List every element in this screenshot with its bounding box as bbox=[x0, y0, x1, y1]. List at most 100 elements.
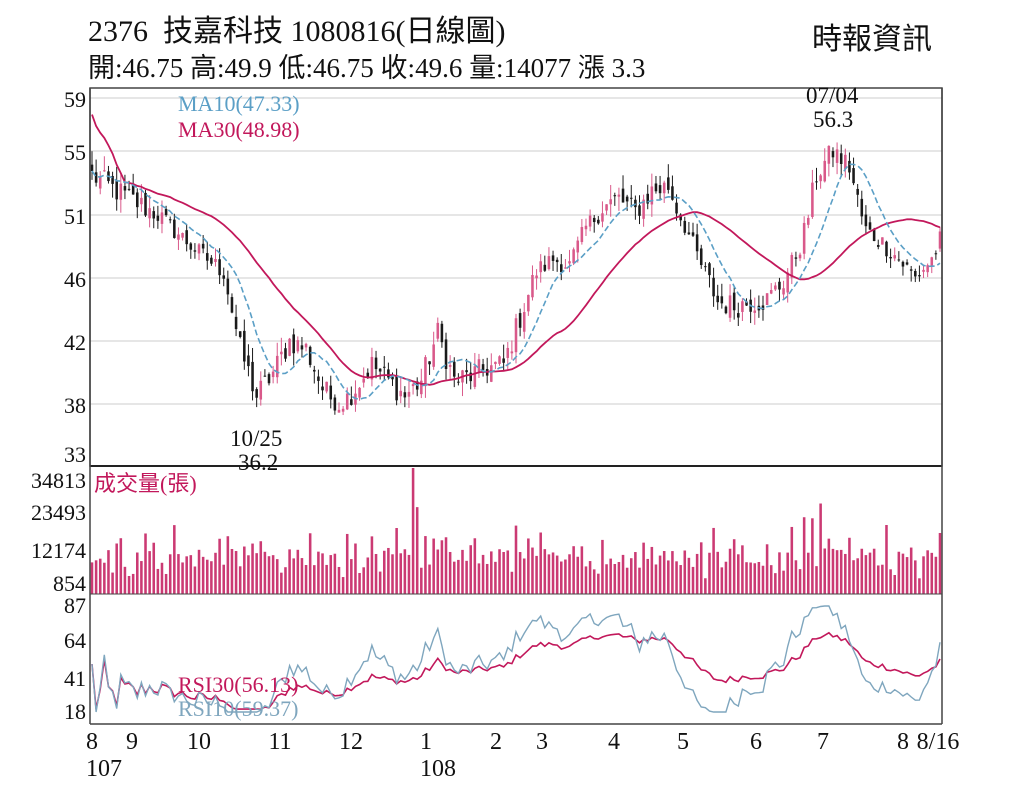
volume-bar bbox=[555, 555, 559, 594]
candle-body bbox=[876, 245, 880, 247]
volume-bar bbox=[152, 542, 156, 594]
volume-bar bbox=[535, 555, 538, 594]
legend-ma10-name: MA10 bbox=[178, 91, 235, 116]
candle-body bbox=[148, 208, 151, 219]
volume-bar bbox=[94, 560, 98, 594]
candle-body bbox=[897, 259, 901, 261]
volume-bar bbox=[115, 543, 118, 594]
candle-body bbox=[440, 323, 444, 343]
volume-bar bbox=[300, 558, 304, 594]
volume-bar bbox=[226, 536, 230, 594]
volume-bar bbox=[568, 554, 571, 594]
legend-rsi10-name: RSI10 bbox=[178, 696, 234, 721]
candle-body bbox=[193, 250, 197, 252]
candle-body bbox=[90, 164, 94, 172]
volume-bar bbox=[140, 561, 143, 594]
volume-bar bbox=[457, 559, 460, 594]
volume-bar bbox=[658, 555, 662, 594]
volume-bar bbox=[313, 565, 316, 594]
candle-body bbox=[506, 347, 510, 358]
stock-name: 技嘉科技 bbox=[163, 15, 283, 48]
volume-bar bbox=[798, 569, 802, 594]
candle-body bbox=[909, 269, 913, 271]
volume-bar bbox=[502, 551, 505, 594]
candle-body bbox=[156, 215, 160, 221]
candle-body bbox=[798, 254, 802, 259]
candle-body bbox=[350, 399, 353, 405]
volume-bar bbox=[243, 546, 246, 594]
high-annotation-value: 56.3 bbox=[813, 107, 853, 132]
volume-bar bbox=[893, 574, 896, 594]
volume-bar bbox=[885, 525, 888, 594]
candle-body bbox=[230, 297, 234, 313]
volume-bar bbox=[411, 468, 415, 594]
candle-body bbox=[708, 263, 711, 276]
volume-bar bbox=[465, 560, 468, 594]
volume-bar bbox=[794, 560, 798, 594]
volume-bar bbox=[876, 565, 880, 594]
volume-bar bbox=[321, 553, 324, 594]
volume-bar bbox=[782, 570, 785, 594]
candle-body bbox=[465, 370, 468, 373]
volume-bar bbox=[629, 558, 633, 594]
volume-bar bbox=[448, 551, 452, 594]
legend-ma30: MA30(48.98) bbox=[178, 117, 300, 142]
volume-bar bbox=[308, 533, 312, 594]
candle-body bbox=[905, 262, 909, 265]
volume-bar bbox=[222, 564, 226, 594]
candle-body bbox=[329, 385, 333, 400]
candle-body bbox=[275, 355, 279, 378]
volume-bar bbox=[675, 561, 678, 594]
candle-body bbox=[424, 357, 427, 387]
candle-body bbox=[222, 275, 226, 279]
price-tick-55: 55 bbox=[64, 140, 86, 165]
candle-body bbox=[185, 230, 188, 245]
volume-bar bbox=[271, 555, 275, 594]
candle-body bbox=[930, 257, 934, 266]
volume-tick-12174: 12174 bbox=[31, 538, 86, 563]
candle-body bbox=[119, 183, 123, 200]
candle-body bbox=[885, 241, 888, 257]
volume-bar bbox=[296, 549, 300, 594]
candle-body bbox=[852, 168, 855, 184]
stat-low-value: 46.75 bbox=[313, 53, 374, 83]
volume-bar bbox=[189, 555, 193, 594]
candle-body bbox=[522, 312, 526, 332]
volume-bar bbox=[403, 549, 407, 594]
volume-bar bbox=[374, 553, 378, 594]
volume-bar bbox=[790, 526, 794, 594]
candle-body bbox=[691, 232, 695, 236]
volume-bar bbox=[259, 541, 263, 594]
volume-bar bbox=[839, 549, 843, 594]
candle-body bbox=[168, 219, 172, 221]
volume-bar bbox=[90, 562, 94, 594]
volume-bar bbox=[769, 565, 773, 594]
candle-body bbox=[164, 209, 168, 216]
volume-bar bbox=[543, 549, 547, 594]
volume-bar bbox=[350, 559, 353, 594]
stat-close-label: 收: bbox=[380, 53, 416, 83]
volume-bar bbox=[835, 550, 839, 594]
candle-body bbox=[284, 348, 287, 359]
candle-body bbox=[428, 361, 431, 365]
volume-bar bbox=[621, 554, 625, 594]
volume-bar bbox=[597, 573, 600, 594]
candle-body bbox=[778, 281, 781, 290]
x-tick-8-end: 8 bbox=[897, 729, 909, 755]
candle-body bbox=[436, 322, 440, 339]
candle-body bbox=[844, 154, 847, 169]
candle-body bbox=[123, 186, 127, 191]
volume-bar bbox=[914, 560, 917, 594]
chart-date: 1080816 bbox=[290, 15, 396, 48]
x-tick-9: 9 bbox=[126, 729, 138, 755]
volume-bar bbox=[263, 551, 267, 594]
candle-body bbox=[457, 381, 460, 383]
chart-kind: (日線圖) bbox=[395, 15, 506, 48]
volume-bar bbox=[679, 565, 682, 594]
candle-body bbox=[786, 272, 789, 293]
volume-bar bbox=[452, 561, 456, 594]
candle-body bbox=[761, 305, 765, 310]
stat-open-label: 開: bbox=[88, 53, 123, 83]
volume-bar bbox=[205, 559, 209, 594]
volume-bar bbox=[745, 562, 748, 594]
